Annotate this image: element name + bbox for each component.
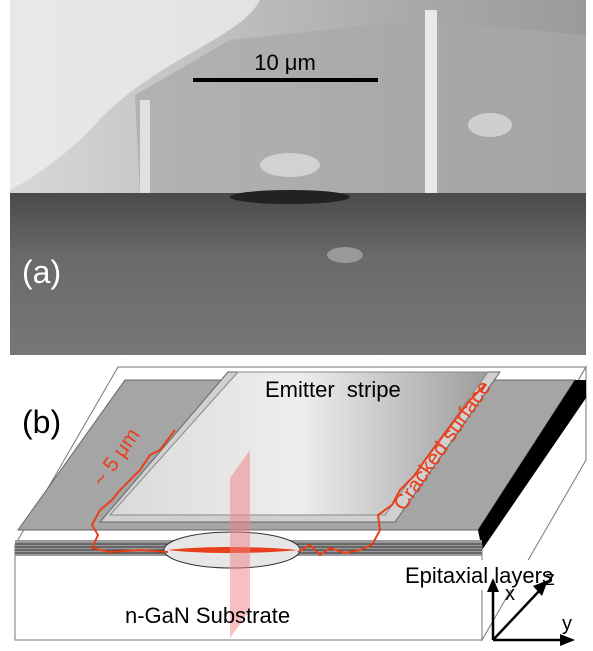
sem-crack (425, 10, 437, 195)
sem-image: 10 μm (a) (10, 0, 586, 355)
sem-debris (468, 113, 512, 137)
epitaxial-label: Epitaxial layers (405, 563, 553, 588)
page: 10 μm (a) (b) Emitter stripe ~ 5 μm Crac… (0, 0, 593, 651)
sem-cavity (230, 190, 350, 204)
axis-y-label: y (562, 613, 572, 635)
panel-label: (a) (22, 254, 61, 290)
figure: 10 μm (a) (b) Emitter stripe ~ 5 μm Crac… (0, 0, 593, 651)
axis-z-label: z (545, 568, 555, 590)
panel-label: (b) (22, 404, 61, 440)
sem-spot (327, 247, 363, 263)
sem-debris (260, 153, 320, 177)
emitter-label: Emitter stripe (265, 377, 401, 402)
sem-lower (10, 193, 586, 355)
substrate-label: n-GaN Substrate (125, 603, 290, 628)
scale-bar-label: 10 μm (254, 50, 316, 75)
sem-edge (140, 100, 150, 195)
axis-x-label: x (505, 583, 515, 605)
schematic: (b) Emitter stripe ~ 5 μm Cracked surfac… (15, 367, 593, 646)
